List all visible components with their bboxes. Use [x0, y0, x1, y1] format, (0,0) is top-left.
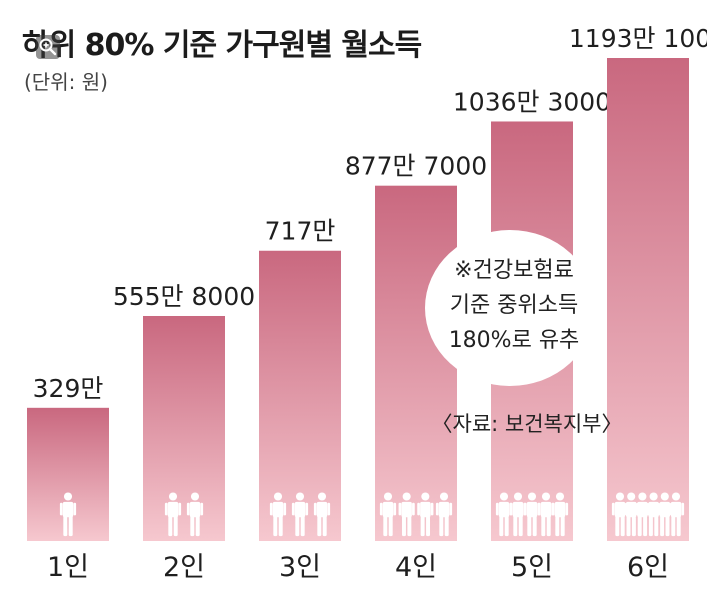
note-background [425, 230, 595, 386]
chart-title: 하위 80% 기준 가구원별 월소득 [22, 28, 422, 63]
category-label: 1인 [47, 552, 89, 583]
bar [375, 185, 457, 541]
category-label: 2인 [163, 552, 205, 583]
zoom-icon[interactable] [36, 35, 60, 59]
note-line: 기준 중위소득 [450, 293, 578, 318]
bar-value-label: 555만 8000 [113, 282, 255, 311]
category-label: 6인 [627, 552, 669, 583]
note-callout: ※건강보험료 기준 중위소득 180%로 유추 [425, 230, 595, 386]
bar-value-label: 717만 [265, 217, 336, 246]
bar-value-label: 1193만 1000 [569, 24, 707, 53]
bar [27, 407, 109, 541]
category-label: 4인 [395, 552, 437, 583]
category-label: 5인 [511, 552, 553, 583]
source-label: 〈자료: 보건복지부〉 [432, 412, 623, 436]
bar-value-label: 877만 7000 [345, 152, 487, 181]
unit-label: (단위: 원) [24, 70, 108, 94]
note-line: 180%로 유추 [449, 328, 580, 353]
bar-value-label: 1036만 3000 [453, 87, 611, 116]
note-line: ※건강보험료 [454, 258, 574, 283]
category-label: 3인 [279, 552, 321, 583]
bars-layer: 329만 1인 555만 8000 2인 717만 3인 877만 7000 4인 1036만 … [27, 24, 707, 583]
bar [143, 315, 225, 541]
bar [607, 58, 689, 541]
bar-value-label: 329만 [33, 374, 104, 403]
